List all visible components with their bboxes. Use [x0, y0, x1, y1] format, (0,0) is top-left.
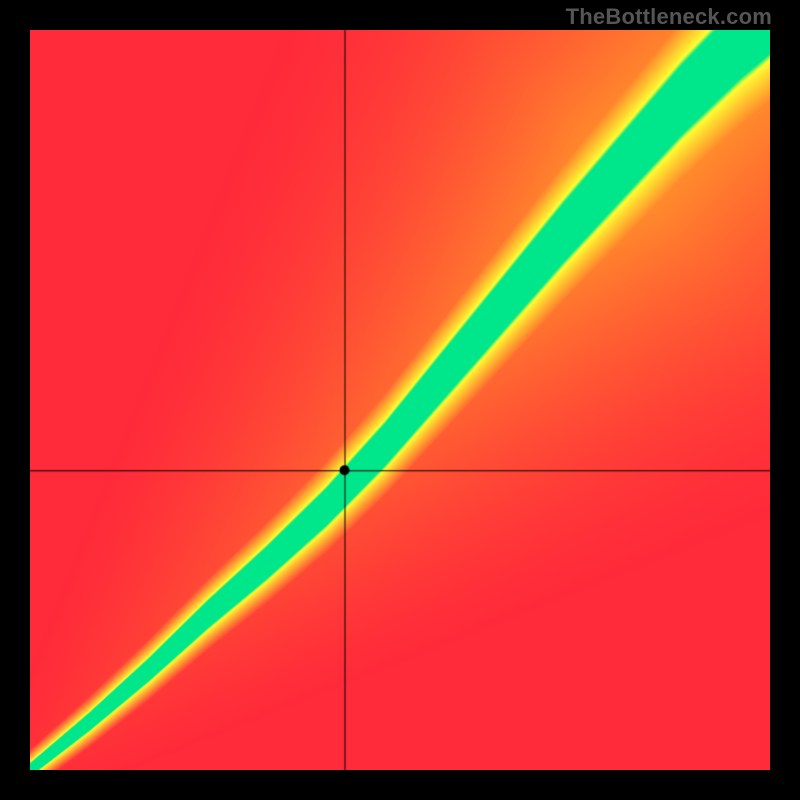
attribution-text: TheBottleneck.com: [566, 4, 772, 30]
bottleneck-heatmap: [30, 30, 770, 770]
chart-container: TheBottleneck.com: [0, 0, 800, 800]
